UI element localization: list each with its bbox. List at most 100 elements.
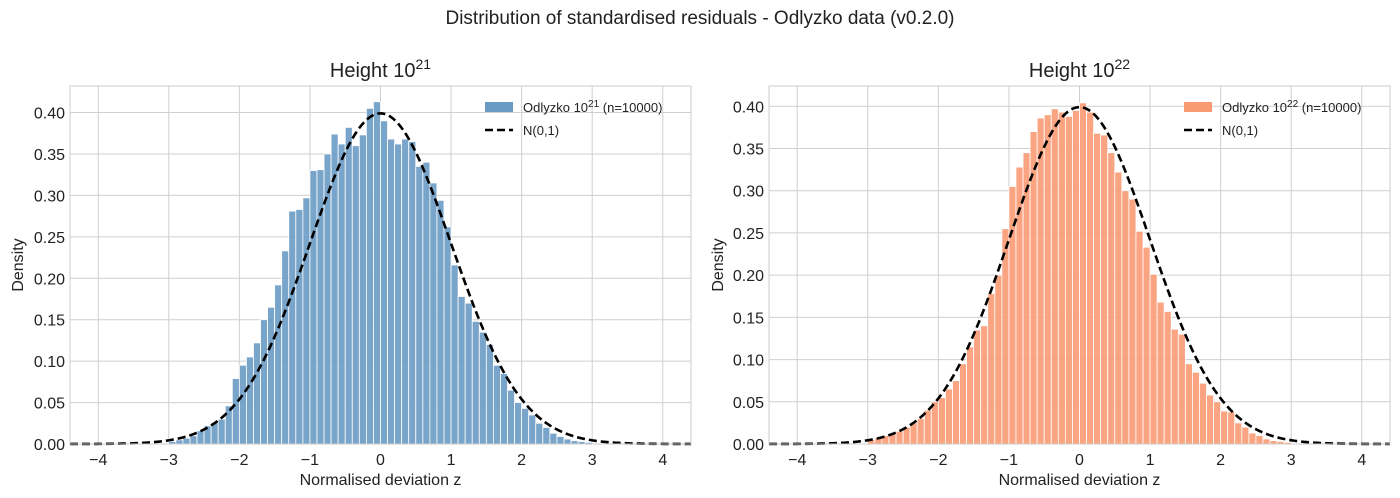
panel-title: Height 1022 [1029,56,1130,82]
histogram-bar [450,264,459,445]
histogram-bar [478,331,487,445]
histogram-bar [1114,171,1123,445]
histogram-bar [973,329,982,445]
histogram-bar [1121,190,1130,445]
histogram-bar [182,437,191,445]
legend: Odlyzko 1021 (n=10000) N(0,1) [485,99,662,138]
y-tick-label: 0.25 [733,226,764,243]
y-axis-label: Density [10,238,27,291]
panel-title: Height 1021 [330,56,431,82]
histogram-bar [217,418,226,445]
histogram-bar [1255,435,1264,445]
histogram-bar [196,430,205,445]
x-tick-label: −4 [788,452,806,469]
histogram-bar [238,364,247,445]
histogram-bar [1128,198,1137,445]
y-tick-label: 0.20 [733,268,764,285]
chart-panel-height-1e22: −4 −3 −2 −1 0 1 2 3 4 0.00 0.05 0.10 0.15 0.20 0.25 0.3… [710,56,1391,489]
histogram-bar [344,127,353,445]
histogram-bar [288,210,297,445]
histogram-bar [1072,110,1080,445]
histogram-bar [895,430,904,445]
chart-panel-height-1e21: −4 −3 −2 −1 0 1 2 3 4 0.00 0.05 0.10 0.15 0.20 0.25 0.3… [10,56,692,489]
histogram-bar [1086,111,1095,445]
histogram-bar [1192,371,1200,445]
y-tick-label: 0.10 [34,354,65,371]
histogram-bar [224,405,233,445]
histogram-bar [295,209,304,445]
histogram-bar [528,414,537,445]
normal-pdf-curve [70,112,691,446]
histogram-bar [493,364,501,445]
histogram-bar [464,302,473,445]
x-tick-label: −1 [301,452,319,469]
histogram-bar [302,197,311,445]
histogram-bar [1093,132,1102,445]
y-tick-label: 0.35 [733,141,764,158]
histogram-bar [253,342,261,445]
y-tick-label: 0.40 [34,106,65,123]
histogram-bar [365,107,374,445]
y-tick-label: 0.15 [34,313,65,330]
histogram-bar [1156,301,1165,445]
histogram-bar [1079,102,1087,445]
histogram-bar [1170,328,1179,445]
histogram-bar [542,427,551,445]
histogram-bar [916,418,925,445]
histogram-bar [1050,108,1059,445]
histogram-bar [380,120,388,445]
figure-title: Distribution of standardised residuals -… [445,8,955,29]
y-tick-label: 0.00 [733,437,764,454]
legend-label-normal: N(0,1) [523,123,559,138]
histogram-bar [952,380,960,445]
x-tick-label: 0 [376,452,385,469]
histogram-bar [267,306,276,445]
x-tick-label: −2 [230,452,248,469]
histogram-bar [535,422,544,445]
histogram-bar [909,422,918,445]
x-tick-label: 3 [1287,452,1296,469]
histogram-bar [1135,230,1144,445]
histogram-bar [1241,426,1250,445]
histogram-bar [1220,410,1229,445]
y-tick-label: 0.25 [34,230,65,247]
histogram-bar [1248,432,1257,445]
histogram-bar [1262,438,1271,445]
histogram-bar [994,274,1003,445]
histogram-bar [471,320,480,445]
x-tick-label: −3 [160,452,178,469]
y-tick-label: 0.10 [733,353,764,370]
histogram-bar [959,363,967,445]
histogram-bars [867,102,1292,445]
x-tick-label: 1 [1146,452,1155,469]
y-tick-label: 0.20 [34,271,65,288]
histogram-bar [351,145,360,445]
histogram-bar [500,373,508,445]
histogram-bar [549,432,558,445]
histogram-bar [281,250,290,445]
histogram-bar [1001,228,1010,445]
histogram-bar [1100,134,1109,445]
y-tick-label: 0.40 [733,99,764,116]
histogram-bar [358,134,367,445]
histogram-bar [1206,394,1214,445]
normal-pdf-curve [769,105,1390,446]
y-tick-label: 0.05 [34,396,65,413]
legend-label-histogram: Odlyzko 1021 (n=10000) [523,99,662,115]
histogram-bar [1064,115,1073,445]
histogram-bar [923,409,932,445]
histogram-bar [1213,401,1222,445]
histogram-bar [175,439,184,445]
histogram-bar [1177,333,1186,445]
x-axis-label: Normalised deviation z [999,472,1161,489]
histogram-bar [1107,152,1116,445]
x-axis-label: Normalised deviation z [300,472,462,489]
histogram-bar [1199,382,1207,445]
histogram-bar [422,161,431,445]
histogram-bar [556,436,565,445]
x-tick-label: 0 [1075,452,1084,469]
histogram-bar [246,356,254,445]
y-tick-label: 0.35 [34,147,65,164]
x-tick-label: 4 [1357,452,1366,469]
histogram-bar [1269,440,1278,445]
